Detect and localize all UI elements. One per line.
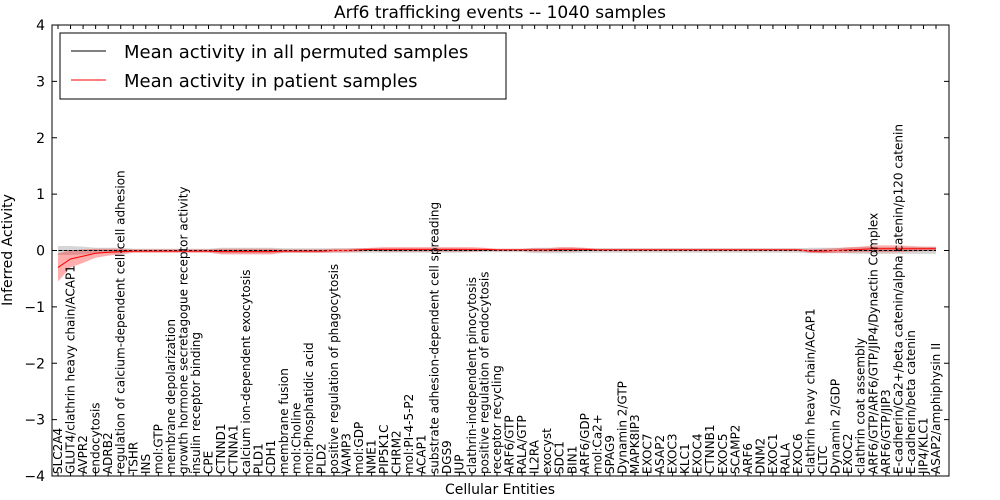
x-tick-label: exocyst xyxy=(540,428,554,474)
x-tick-label: AVPR2 xyxy=(76,435,90,474)
x-tick-label: ASAP2/amphiphysin II xyxy=(929,343,943,474)
y-axis-label: Inferred Activity xyxy=(0,194,16,306)
x-tick-label: CPE xyxy=(202,451,216,474)
x-tick-label: endocytosis xyxy=(89,402,103,474)
x-tick-label: JIP4/KLC1 xyxy=(917,417,931,475)
y-tick-label: −2 xyxy=(24,356,45,372)
y-tick-label: −3 xyxy=(24,413,45,429)
y-tick-label: 2 xyxy=(36,131,45,147)
x-tick-label: mol:GDP xyxy=(352,422,366,474)
x-tick-label: EXOC5 xyxy=(716,434,730,475)
x-tick-label: Dynamin 2/GDP xyxy=(829,379,843,474)
x-tick-label: TSHR xyxy=(126,442,140,475)
x-tick-label: mol:Choline xyxy=(289,403,303,474)
x-tick-label: PIP5K1C xyxy=(377,424,391,474)
x-tick-label: RALA/GTP xyxy=(515,415,529,474)
x-tick-label: CLTC xyxy=(816,446,830,474)
x-tick-label: SDC1 xyxy=(553,441,567,474)
x-tick-label: insulin receptor binding xyxy=(189,332,203,474)
legend-box xyxy=(59,32,507,100)
x-tick-label: ARF6/GTP/ARF6/GTP/JIP4/Dynactin Complex xyxy=(866,213,880,474)
x-tick-label: CDH1 xyxy=(264,440,278,474)
x-tick-label: VAMP3 xyxy=(340,433,354,474)
x-tick-label: growth hormone secretagogue receptor act… xyxy=(176,186,190,473)
x-tick-label: CHRM2 xyxy=(390,430,404,474)
x-tick-label: CTNNA1 xyxy=(227,424,241,474)
x-tick-label: mol:Ca2+ xyxy=(590,414,604,474)
legend-label-permuted: Mean activity in all permuted samples xyxy=(124,42,468,63)
x-tick-label: positive regulation of endocytosis xyxy=(478,271,492,474)
x-tick-label: DGS9 xyxy=(440,440,454,474)
x-tick-label: E-cadherin/Ca2+/beta catenin/alpha caten… xyxy=(891,124,905,474)
x-tick-label: Dynamin 2/GTP xyxy=(615,381,629,474)
x-tick-label: clathrin heavy chain/ACAP1 xyxy=(804,308,818,474)
x-tick-label: membrane fusion xyxy=(277,368,291,474)
x-tick-label: E-cadherin/beta catenin xyxy=(904,330,918,474)
series-lines xyxy=(52,248,949,268)
x-tick-label: mol:GTP xyxy=(151,424,165,474)
x-tick-label: substrate adhesion-dependent cell spread… xyxy=(427,202,441,474)
x-tick-label: CTNNB1 xyxy=(703,424,717,474)
x-tick-label: EXOC6 xyxy=(791,433,805,474)
x-tick-label: EXOC7 xyxy=(641,433,655,474)
y-tick-label: −1 xyxy=(24,300,45,316)
x-tick-label: positive regulation of phagocytosis xyxy=(327,264,341,474)
x-axis-label: Cellular Entities xyxy=(445,482,555,498)
y-tick-label: 4 xyxy=(36,18,45,34)
x-tick-label: membrane depolarization xyxy=(164,319,178,474)
y-tick-label: −4 xyxy=(24,469,45,485)
x-tick-label: DNM2 xyxy=(753,438,767,474)
x-tick-label: SCAMP2 xyxy=(728,425,742,474)
x-tick-label: EXOC1 xyxy=(766,433,780,474)
x-tick-label: INS xyxy=(139,454,153,474)
x-tick-label: EXOC2 xyxy=(841,434,855,475)
x-tick-label: EXOC4 xyxy=(691,434,705,475)
x-tick-label: PLD2 xyxy=(314,443,328,474)
x-tick-label: mol:Phosphatidic acid xyxy=(302,342,316,474)
x-tick-label: PLD1 xyxy=(252,443,266,474)
x-tick-label: SLC2A4 xyxy=(51,428,65,474)
y-tick-labels: 4 3 2 1 0 −1 −2 −3 −4 xyxy=(24,18,45,485)
x-tick-label: NME1 xyxy=(365,439,379,474)
x-tick-label: mol:PI-4-5-P2 xyxy=(402,394,416,474)
x-tick-label: MAPK8IP3 xyxy=(628,414,642,474)
x-tick-label: calcium ion-dependent exocytosis xyxy=(239,269,253,474)
legend-label-patient: Mean activity in patient samples xyxy=(124,71,418,92)
x-tick-label: BIN1 xyxy=(565,446,579,474)
y-tick-label: 3 xyxy=(36,74,45,90)
x-tick-label: GLUT4/clathrin heavy chain/ACAP1 xyxy=(64,265,78,474)
x-tick-label: ASAP2 xyxy=(653,435,667,474)
x-tick-label: KLC1 xyxy=(678,443,692,474)
y-tick-label: 0 xyxy=(36,244,45,260)
x-tick-label: JUP xyxy=(452,454,466,475)
x-tick-label: RALA xyxy=(779,442,793,474)
x-tick-label: ARF6/GDP xyxy=(578,413,592,474)
patient-band xyxy=(58,245,936,282)
x-tick-label: EXOC3 xyxy=(666,434,680,475)
chart-title: Arf6 trafficking events -- 1040 samples xyxy=(334,3,666,23)
x-tick-label: regulation of calcium-dependent cell-cel… xyxy=(114,170,128,474)
x-tick-label: clathrin-independent pinocytosis xyxy=(465,277,479,474)
plot-frame xyxy=(51,24,950,477)
legend: Mean activity in all permuted samples Me… xyxy=(59,32,507,100)
x-tick-label: receptor recycling xyxy=(490,365,504,474)
x-tick-label: clathrin coat assembly xyxy=(854,338,868,474)
x-tick-label: CTNND1 xyxy=(214,423,228,474)
x-tick-label: ADRB2 xyxy=(101,432,115,474)
y-tick-label: 1 xyxy=(36,187,45,203)
x-tick-label: ARF6/GTP/JIP3 xyxy=(879,389,893,474)
x-tick-label: IL2RA xyxy=(528,439,542,474)
x-tick-label: SPAG9 xyxy=(603,435,617,474)
x-tick-label: ARF6 xyxy=(741,443,755,474)
x-tick-label: ACAP1 xyxy=(415,434,429,473)
axis-ticks xyxy=(52,24,949,477)
x-tick-label: ARF6/GTP xyxy=(503,415,517,474)
patient-mean-line xyxy=(57,248,936,268)
